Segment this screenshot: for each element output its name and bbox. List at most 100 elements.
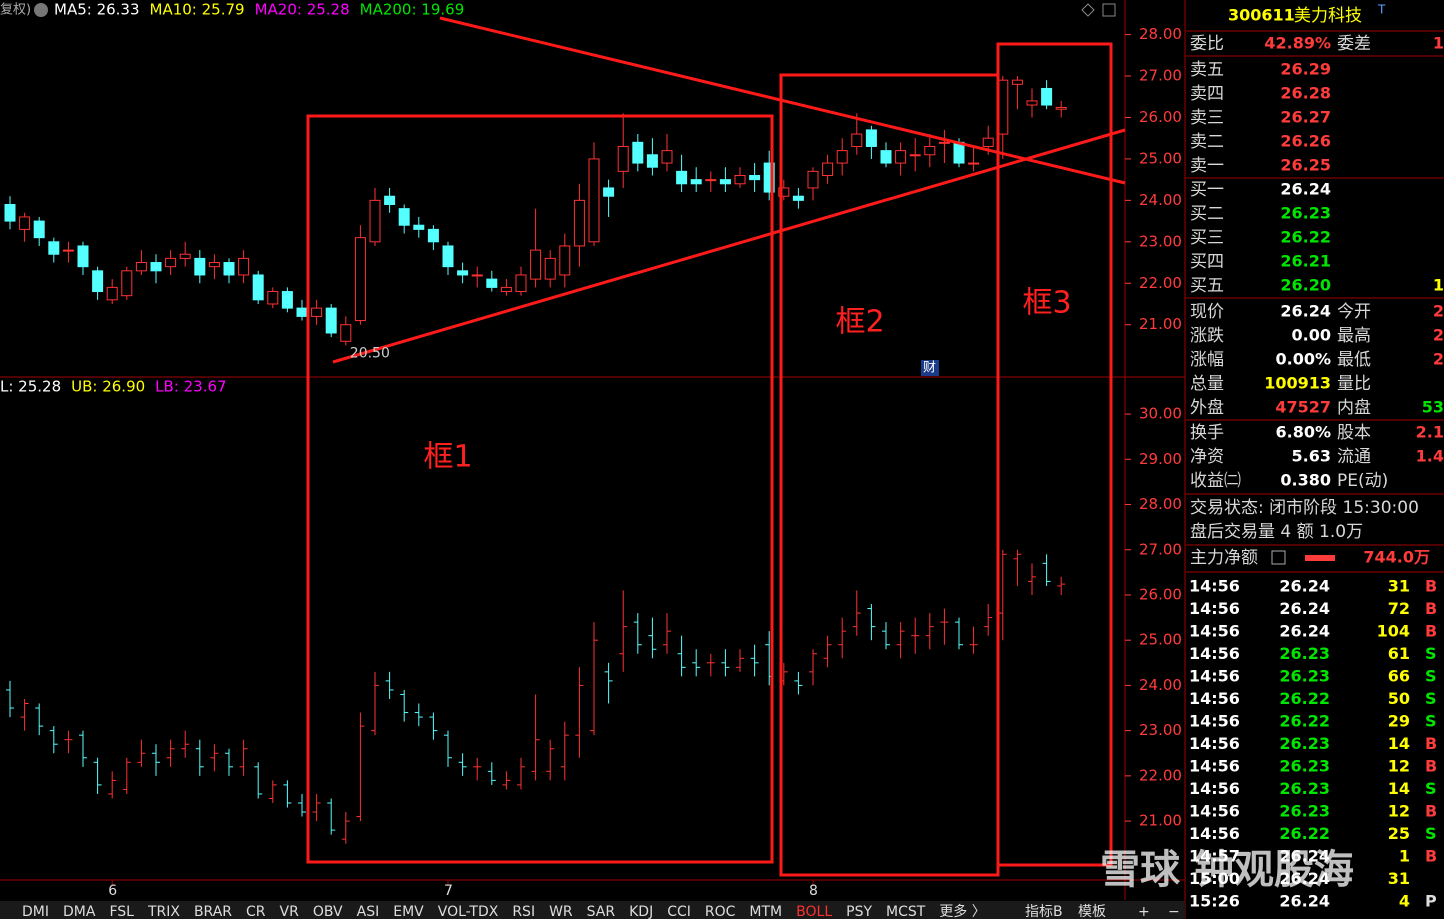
candle-body (179, 253, 191, 259)
tab[interactable]: VR (280, 904, 300, 919)
stat-value: 47527 (1275, 398, 1331, 417)
tab[interactable]: ROC (705, 904, 736, 919)
stock-mark: T (1377, 3, 1386, 17)
level-price: 26.26 (1280, 132, 1331, 151)
candle-body (238, 257, 250, 276)
tab[interactable]: ASI (357, 904, 380, 919)
trade-side: S (1425, 689, 1437, 708)
tab[interactable]: − (1168, 904, 1180, 919)
candle-body (369, 199, 381, 243)
stat-label: PE(动) (1337, 471, 1388, 491)
level-label: 买四 (1190, 252, 1224, 272)
box (996, 42, 1113, 867)
ratio-label: 委差 (1337, 34, 1371, 54)
tab[interactable]: 指标B (1025, 904, 1063, 919)
tab[interactable]: FSL (109, 904, 134, 919)
tab[interactable]: RSI (512, 904, 535, 919)
main-net-label: 主力净额 (1190, 548, 1258, 568)
low-label: 20.50 (350, 345, 390, 361)
stat-value: 26.24 (1280, 302, 1331, 321)
tab[interactable]: DMA (63, 904, 96, 919)
trade-price: 26.24 (1279, 622, 1330, 641)
trade-price: 26.24 (1279, 577, 1330, 596)
candle-body (909, 154, 921, 157)
y-tick-label: 28.00 (1139, 495, 1182, 513)
tab[interactable]: CCI (667, 904, 691, 919)
tab[interactable]: MCST (886, 904, 926, 919)
level-label: 买一 (1190, 180, 1224, 200)
y-tick-label: 27.00 (1139, 67, 1182, 85)
trade-volume: 50 (1388, 689, 1410, 708)
candle-body (252, 274, 264, 301)
candle-body (223, 262, 235, 276)
tab[interactable]: WR (549, 904, 573, 919)
y-tick-label: 26.00 (1139, 108, 1182, 126)
candle-body (208, 262, 220, 268)
tab[interactable]: BOLL (796, 904, 832, 919)
tab[interactable]: SAR (587, 904, 616, 919)
candle-body (968, 162, 980, 165)
y-tick-label: 22.00 (1139, 274, 1182, 292)
candle-body (413, 224, 425, 230)
candle-body (311, 307, 323, 317)
y-tick-label: 26.00 (1139, 585, 1182, 603)
trade-time: 15:00 (1189, 869, 1240, 888)
candle-body (354, 237, 366, 322)
candle-body (544, 257, 556, 280)
trade-price: 26.23 (1279, 667, 1330, 686)
y-tick-label: 23.00 (1139, 721, 1182, 739)
trade-time: 14:56 (1189, 802, 1240, 821)
tab[interactable]: CR (246, 904, 266, 919)
y-tick-label: 30.00 (1139, 405, 1182, 423)
x-tick-label: 7 (444, 883, 453, 899)
candle-body (880, 150, 892, 164)
trend-line (332, 128, 1126, 364)
tab[interactable]: DMI (22, 904, 49, 919)
level-label: 卖四 (1190, 84, 1224, 104)
diamond-icon (1081, 3, 1095, 17)
y-tick-label: 23.00 (1139, 232, 1182, 250)
tab[interactable]: KDJ (629, 904, 653, 919)
candle-body (559, 245, 571, 276)
candle-body (530, 249, 542, 280)
tab[interactable]: BRAR (194, 904, 232, 919)
status: 交易状态: 闭市阶段 15:30:00 (1190, 498, 1419, 518)
trade-time: 14:56 (1189, 577, 1240, 596)
candle-body (617, 145, 629, 172)
trade-volume: 104 (1377, 622, 1410, 641)
tab[interactable]: + (1138, 904, 1150, 919)
candle-body (150, 262, 162, 272)
trade-price: 26.23 (1279, 779, 1330, 798)
stat-label: 总量 (1190, 374, 1224, 394)
badge: 财 (923, 361, 936, 376)
candle-body (749, 174, 761, 181)
tab[interactable]: TRIX (147, 904, 180, 919)
stat-label: 净资 (1190, 447, 1224, 467)
level-label: 卖三 (1190, 108, 1224, 128)
candle-body (77, 245, 89, 268)
stat-label: 外盘 (1190, 398, 1224, 418)
tab[interactable]: 更多 〉 (939, 903, 985, 919)
trade-volume: 4 (1399, 892, 1410, 911)
tab[interactable]: OBV (313, 904, 343, 919)
candle-body (194, 257, 206, 276)
candle-body (690, 179, 702, 185)
trade-side: S (1425, 779, 1437, 798)
candle-body (62, 249, 74, 252)
tab[interactable]: 模板 (1078, 904, 1106, 919)
stat-label: 收益㈡ (1190, 471, 1241, 491)
candle-body (19, 216, 31, 230)
stat-value: 6.80% (1275, 423, 1331, 442)
tab[interactable]: MTM (749, 904, 782, 919)
tab[interactable]: VOL-TDX (438, 904, 499, 919)
trade-side: S (1425, 667, 1437, 686)
candle-body (500, 286, 512, 293)
trade-volume: 14 (1388, 779, 1410, 798)
candle-body (106, 286, 118, 301)
annotation-label: 框1 (423, 440, 472, 475)
trade-price: 26.22 (1279, 824, 1330, 843)
tab[interactable]: EMV (393, 904, 424, 919)
candle-body (603, 187, 615, 197)
tab[interactable]: PSY (846, 904, 872, 919)
